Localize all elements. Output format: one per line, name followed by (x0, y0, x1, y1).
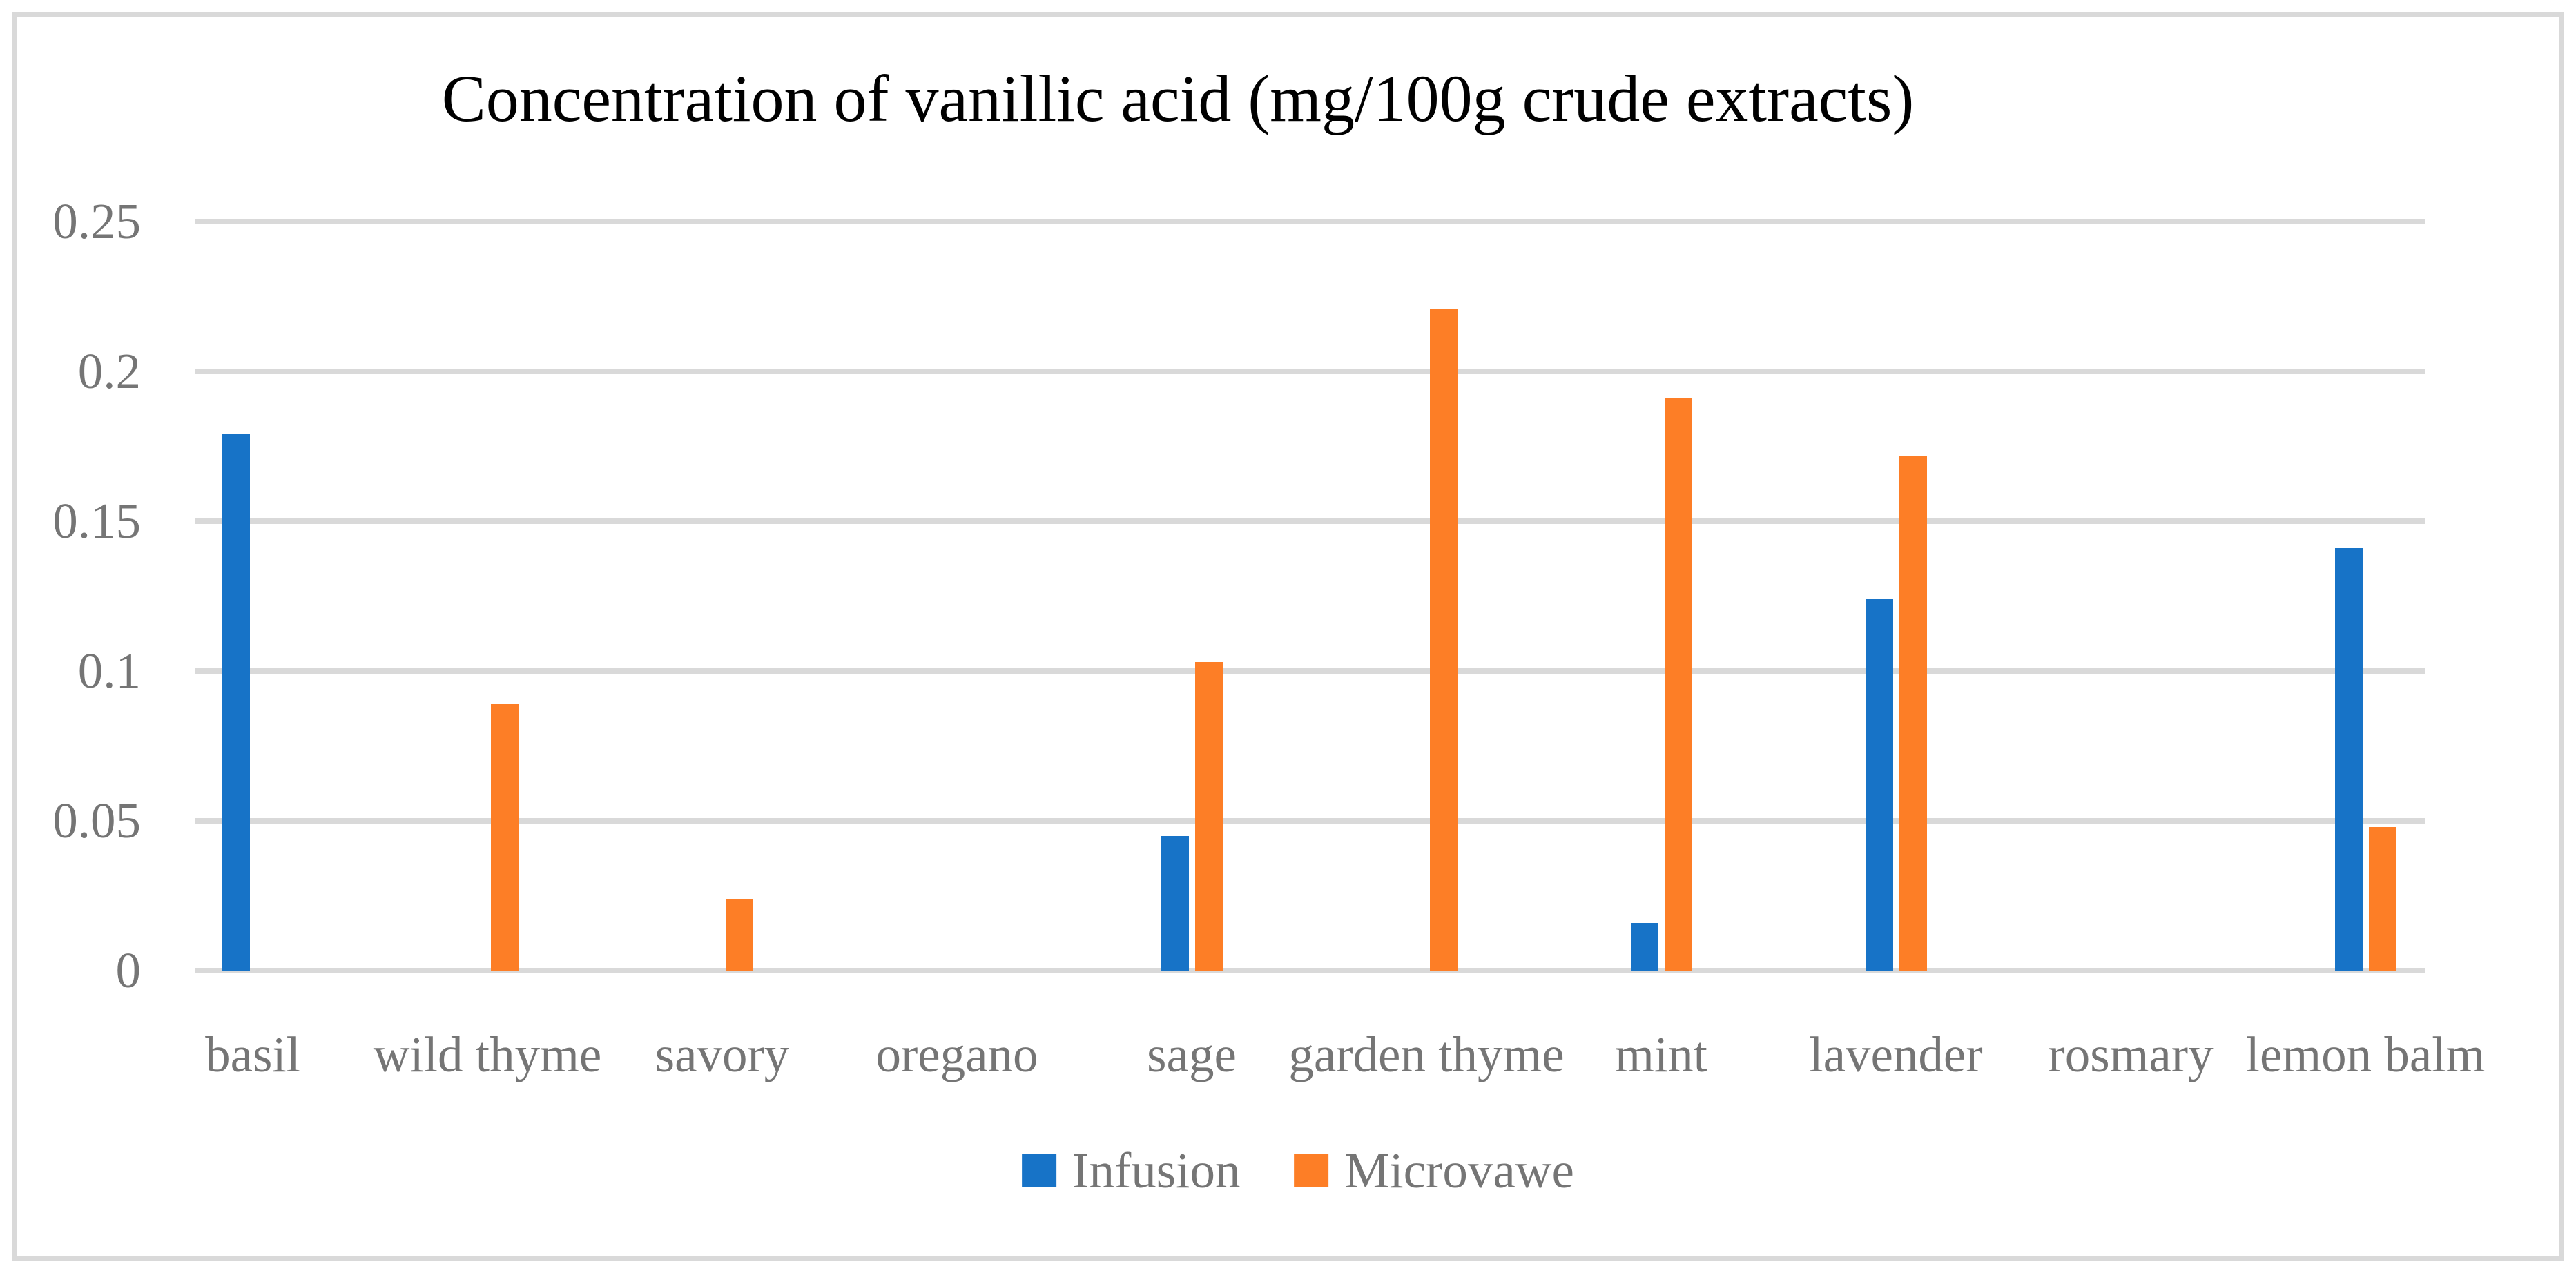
infusion-swatch-icon (1022, 1154, 1057, 1187)
legend-label-microvawe: Microvawe (1344, 1143, 1574, 1198)
gridline (195, 668, 2425, 674)
y-axis-tick-label: 0.15 (52, 493, 141, 549)
microvawe-swatch-icon (1294, 1154, 1329, 1187)
x-axis-category-label: lemon balm (2245, 1027, 2486, 1082)
x-axis-category-label: garden thyme (1288, 1027, 1565, 1082)
chart-border-frame (12, 12, 2564, 1261)
bar-infusion-basil (222, 434, 250, 971)
chart-title: Concentration of vanillic acid (mg/100g … (441, 61, 1915, 135)
x-axis-category-label: wild thyme (373, 1027, 602, 1082)
gridline (195, 369, 2425, 374)
legend-item-microvawe: Microvawe (1294, 1143, 1574, 1198)
x-axis-category-label: mint (1615, 1027, 1707, 1082)
x-axis-category-label: sage (1147, 1027, 1237, 1082)
y-axis-tick-label: 0.05 (52, 793, 141, 848)
bar-microvawe-garden-thyme (1430, 309, 1458, 971)
bar-microvawe-lavender (1899, 456, 1927, 971)
x-axis-category-label: savory (655, 1027, 790, 1082)
bar-infusion-lavender (1866, 599, 1893, 971)
y-axis-tick-label: 0.25 (52, 193, 141, 249)
legend: Infusion Microvawe (1022, 1143, 1574, 1198)
bar-microvawe-savory (726, 899, 753, 971)
bar-microvawe-lemon-balm (2369, 827, 2396, 971)
legend-item-infusion: Infusion (1022, 1143, 1240, 1198)
x-axis-category-label: oregano (875, 1027, 1038, 1082)
bar-infusion-lemon-balm (2335, 548, 2363, 971)
bar-microvawe-wild-thyme (491, 704, 519, 971)
y-axis-tick-label: 0 (115, 942, 142, 998)
y-axis-tick-label: 0.1 (77, 643, 141, 699)
x-axis-category-label: basil (205, 1027, 300, 1082)
y-axis-tick-label: 0.2 (77, 343, 141, 399)
gridline (195, 219, 2425, 224)
x-axis-category-label: lavender (1809, 1027, 1983, 1082)
x-axis-category-label: rosmary (2048, 1027, 2214, 1082)
bar-infusion-mint (1631, 923, 1658, 971)
bar-microvawe-sage (1195, 662, 1223, 971)
bar-microvawe-mint (1665, 398, 1692, 971)
gridline (195, 968, 2425, 973)
legend-label-infusion: Infusion (1072, 1143, 1241, 1198)
gridline (195, 818, 2425, 824)
gridline (195, 518, 2425, 524)
bar-infusion-sage (1161, 836, 1189, 971)
